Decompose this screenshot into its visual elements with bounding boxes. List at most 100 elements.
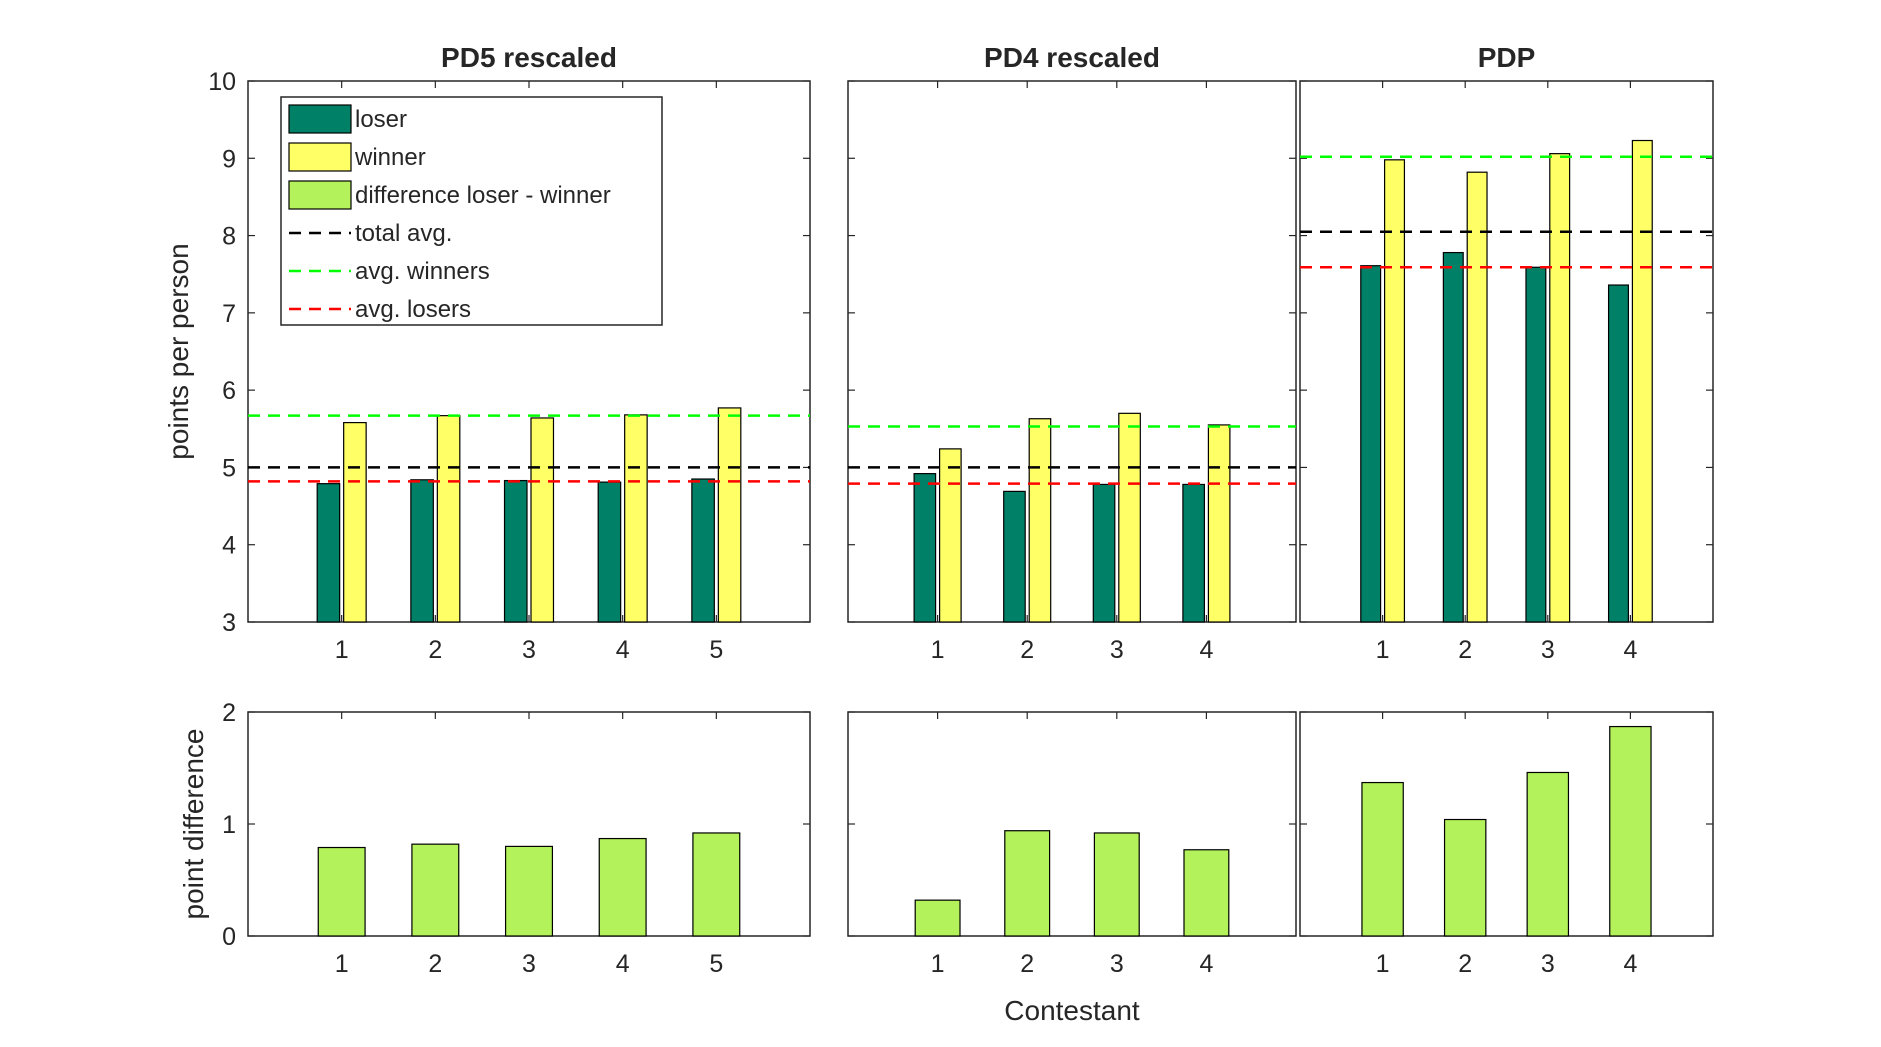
bar-difference-4 [598,837,647,937]
bar-difference-1 [914,899,961,937]
y-axis-label: point difference [178,729,209,920]
bar-winner-2 [436,415,461,623]
panel-3: 1 2 3 4 PDP [1299,42,1714,664]
bar-winner-4 [1631,139,1653,623]
y-tick-label: 9 [222,145,236,173]
y-tick-label: 3 [222,609,236,637]
legend-swatch-difference-loser-winner [288,180,352,210]
bar-loser-3 [1525,266,1547,623]
x-tick-label: 4 [616,950,630,978]
bar-loser-1 [1360,265,1382,623]
bar-winner-4 [1207,424,1231,623]
legend-label: avg. winners [355,258,490,285]
bar-loser-4 [1182,483,1205,623]
x-tick-label: 1 [931,636,945,664]
bar-difference-3 [1093,832,1140,937]
legend-box [280,96,663,326]
x-tick-label: 3 [1110,636,1124,664]
bar-loser-4 [1607,284,1630,623]
x-tick-label: 1 [1376,636,1390,664]
panel-1: 3 4 5 6 7 8 9 10 1 2 3 4 5 PD5 rescaled points per per… [163,42,811,664]
legend-swatch-loser [288,104,352,134]
bar-difference-3 [1526,771,1570,937]
x-tick-label: 1 [1376,950,1390,978]
legend: loser winner difference loser - winner tota… [280,96,663,326]
x-axis-label: Contestant [1004,995,1140,1026]
x-tick-label: 4 [1199,950,1213,978]
x-tick-label: 2 [1458,950,1472,978]
legend-label: avg. losers [355,296,471,323]
x-tick-label: 3 [1541,636,1555,664]
panel-title: PD5 rescaled [441,42,617,73]
bar-loser-2 [1442,251,1464,623]
y-tick-label: 2 [222,699,236,727]
bar-loser-2 [410,479,434,623]
x-tick-label: 2 [428,636,442,664]
y-axis-label: points per person [163,243,194,459]
panel-5: 1 2 3 4 Contestant [847,711,1297,1026]
bar-winner-1 [343,422,367,623]
y-tick-label: 0 [222,923,236,951]
bar-winner-4 [624,414,648,623]
bar-winner-1 [1383,159,1406,623]
bar-winner-1 [938,448,962,623]
bar-loser-1 [316,483,341,623]
x-tick-label: 4 [1199,636,1213,664]
panel-4: 0 1 2 1 2 3 4 5 point difference [178,699,811,978]
bar-loser-5 [691,478,715,623]
legend-swatch-winner [288,142,352,172]
x-tick-label: 2 [1458,636,1472,664]
y-tick-label: 4 [222,532,236,560]
bar-difference-5 [692,832,741,937]
bar-difference-4 [1609,725,1652,937]
y-tick-label: 8 [222,223,236,251]
panel-title: PD4 rescaled [984,42,1160,73]
x-tick-label: 5 [709,950,723,978]
bar-winner-3 [530,417,555,623]
legend-label: winner [354,144,426,171]
bar-loser-3 [503,479,528,623]
x-tick-label: 2 [1020,950,1034,978]
x-tick-label: 3 [1541,950,1555,978]
legend-label: difference loser - winner [355,182,611,209]
bar-loser-2 [1003,490,1026,623]
legend-label: total avg. [355,220,452,247]
bar-difference-3 [504,845,554,937]
bar-winner-2 [1028,418,1052,623]
x-tick-label: 1 [931,950,945,978]
x-tick-label: 4 [616,636,630,664]
x-tick-label: 1 [335,950,349,978]
x-tick-label: 1 [335,636,349,664]
legend-label: loser [355,106,407,133]
bar-difference-1 [317,846,366,937]
x-tick-label: 3 [1110,950,1124,978]
bar-loser-3 [1092,483,1116,623]
y-tick-label: 1 [222,811,236,839]
bar-difference-2 [1443,818,1487,937]
y-tick-label: 10 [208,68,236,96]
x-tick-label: 3 [522,950,536,978]
x-tick-label: 3 [522,636,536,664]
x-tick-label: 2 [1020,636,1034,664]
bar-difference-1 [1361,781,1404,937]
x-tick-label: 4 [1623,950,1637,978]
x-tick-label: 5 [709,636,723,664]
panel-2: 1 2 3 4 PD4 rescaled [847,42,1297,664]
bar-winner-3 [1118,412,1141,623]
bar-winner-3 [1549,153,1571,623]
x-tick-label: 4 [1623,636,1637,664]
panel-6: 1 2 3 4 [1299,711,1714,978]
bar-difference-2 [411,843,460,937]
y-tick-label: 6 [222,377,236,405]
y-tick-label: 7 [222,300,236,328]
bar-difference-2 [1004,830,1051,937]
x-tick-label: 2 [428,950,442,978]
panel-title: PDP [1478,42,1536,73]
bar-loser-1 [913,473,937,623]
bar-winner-5 [717,407,742,623]
bar-winner-2 [1466,171,1488,623]
y-tick-label: 5 [222,454,236,482]
bar-difference-4 [1183,849,1230,937]
bar-loser-4 [597,481,622,623]
